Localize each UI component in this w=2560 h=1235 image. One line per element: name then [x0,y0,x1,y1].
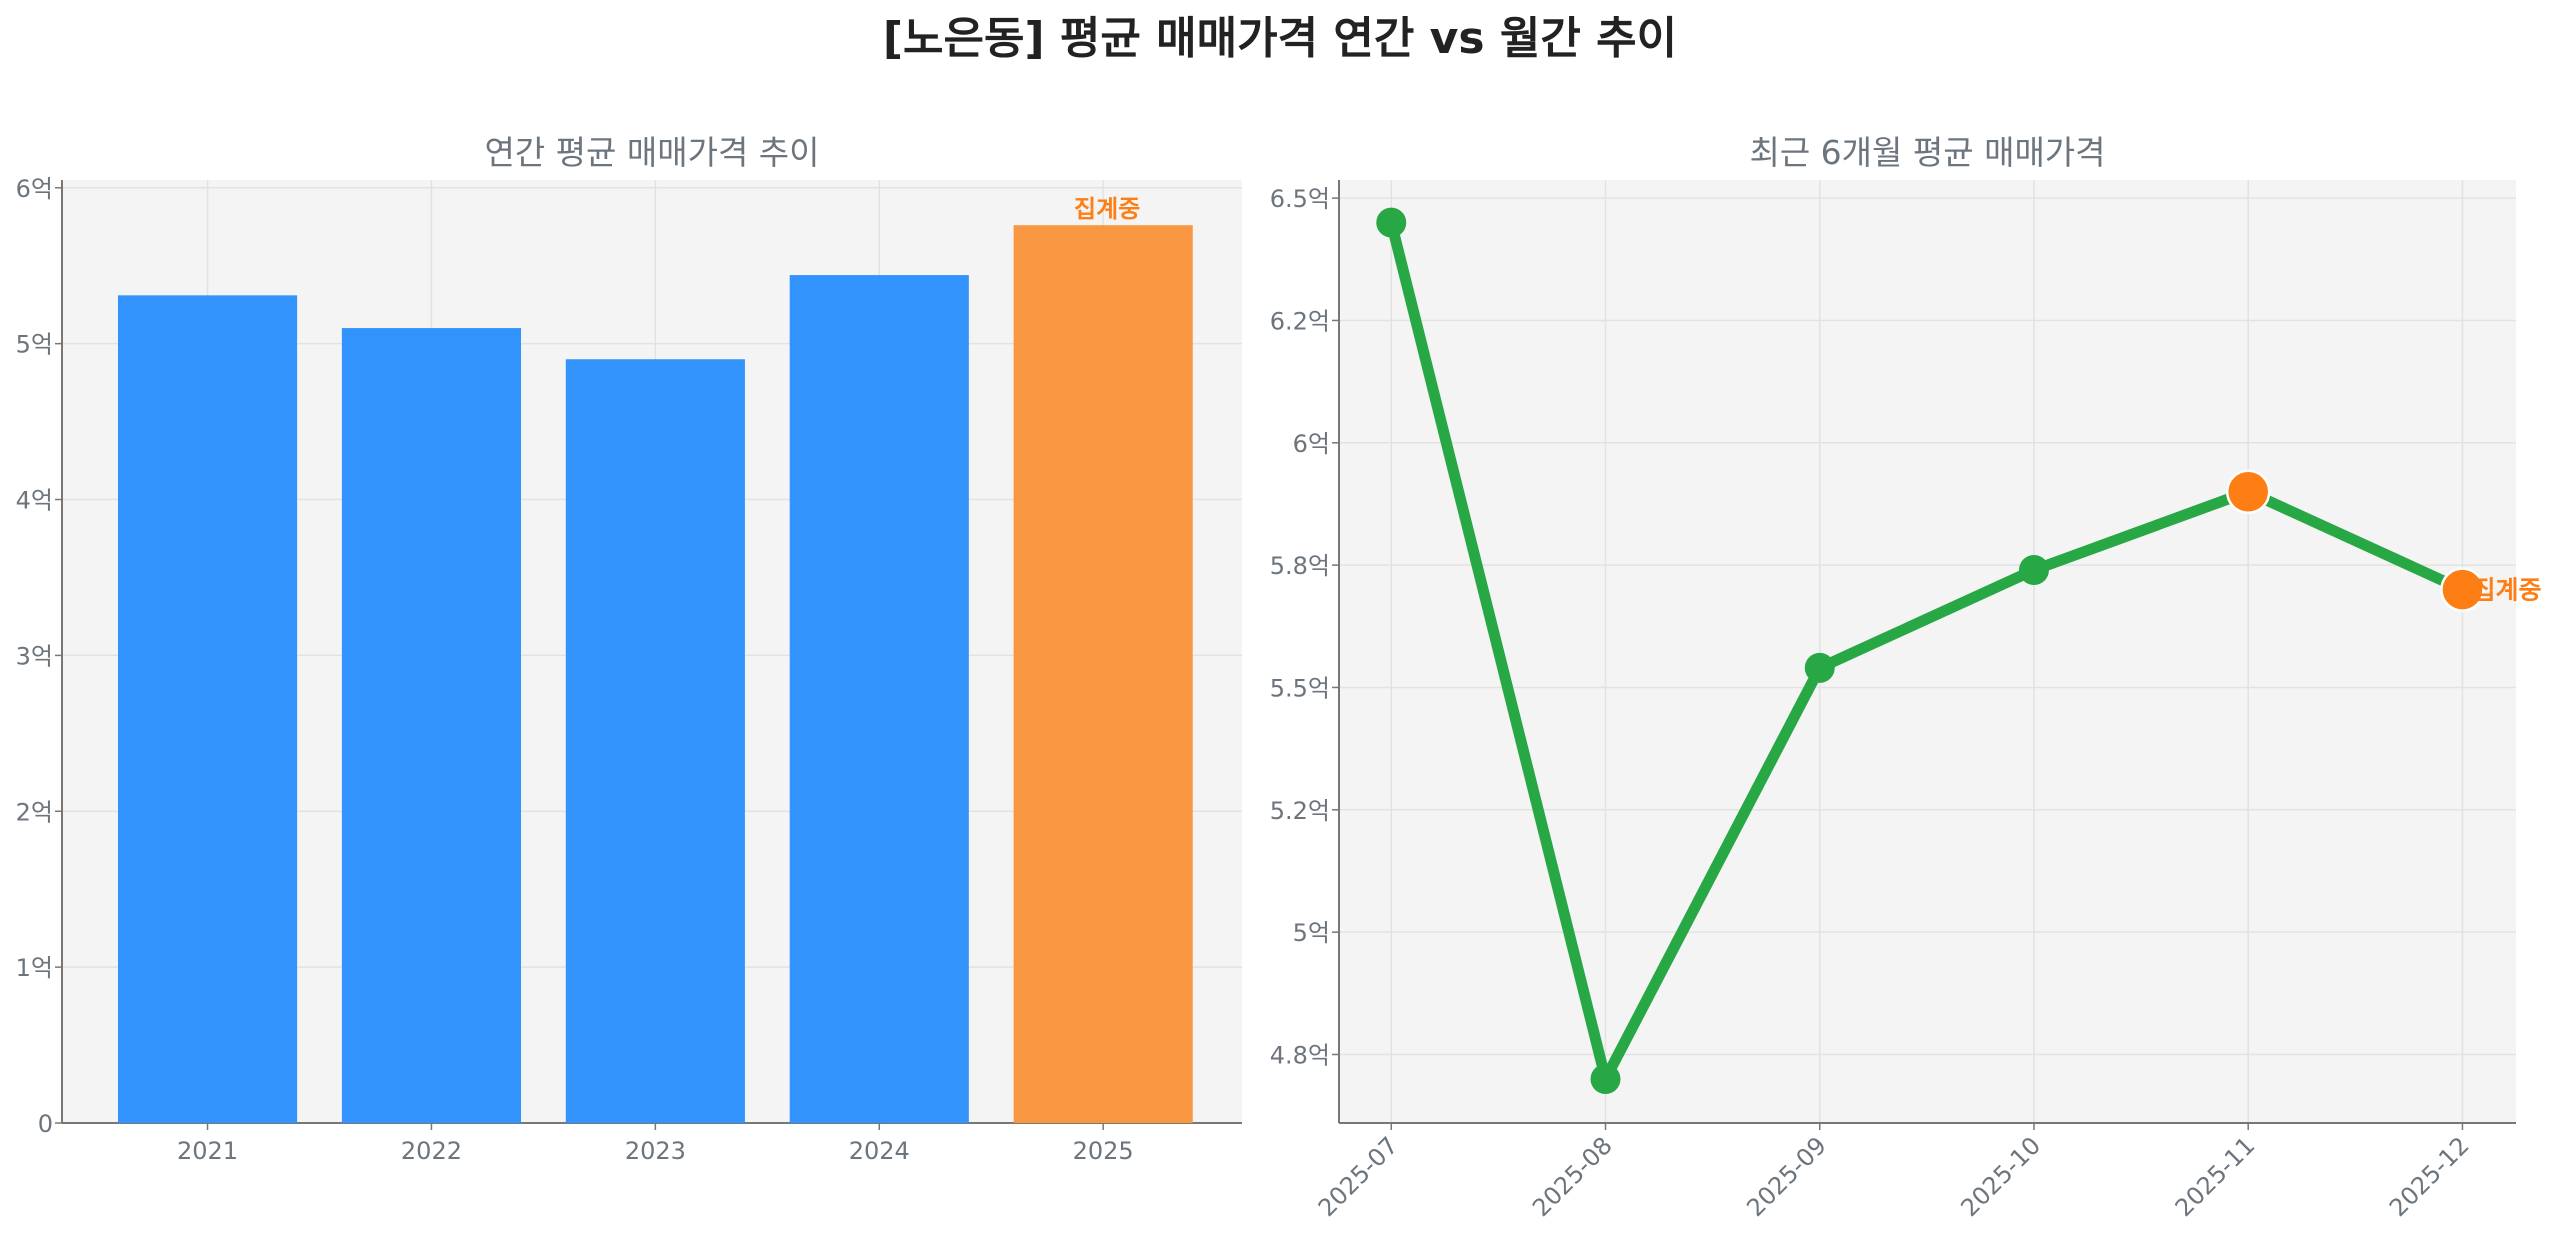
partial-annotation: 집계중 [2472,576,2541,605]
chart-title: 연간 평균 매매가격 추이 [484,133,819,172]
x-tick-label: 2025-10 [1956,1131,2047,1222]
y-tick-label: 5.2억 [1270,797,1330,825]
bar-2022 [341,328,522,1124]
line-chart: 최근 6개월 평균 매매가격 4.8억 5억 5.2억 5.5억 5.8억 6억 6.2억 6.… [1270,133,2542,1222]
x-tick-label: 2025-11 [2170,1131,2261,1222]
point-2025-09 [1804,652,1835,683]
y-tick-label: 4.8억 [1270,1041,1330,1069]
partial-annotation: 집계중 [1074,195,1140,223]
y-tick-label: 1억 [16,954,53,982]
plot-background [1339,180,2516,1123]
bar-2025 [1013,225,1193,1123]
y-tick-label: 6억 [1293,430,1330,458]
bar-chart: 연간 평균 매매가격 추이 0 1억 2억 3억 4억 5억 6억 2021 2022 2023 20… [16,133,1242,1165]
bar-2024 [789,275,969,1123]
y-tick-label: 2억 [16,798,53,826]
bar-2021 [117,295,298,1123]
x-tick-label: 2025-09 [1741,1131,1832,1222]
x-tick-label: 2024 [849,1137,910,1165]
point-partial-2025-12 [2440,567,2485,612]
y-tick-label: 5.8억 [1270,552,1330,580]
x-tick-label: 2022 [401,1137,462,1165]
y-tick-label: 0 [38,1110,53,1138]
point-2025-08 [1590,1063,1621,1094]
bar-2023 [565,359,745,1123]
y-tick-label: 3억 [16,642,53,670]
x-tick-label: 2025-12 [2384,1131,2475,1222]
x-tick-label: 2025 [1073,1137,1134,1165]
y-tick-label: 4억 [16,487,53,515]
series-line [1385,221,2465,1085]
y-tick-label: 5억 [1293,919,1330,947]
point-partial-2025-11 [2225,469,2271,514]
y-tick-label: 5억 [16,331,53,359]
point-2025-07 [1376,207,1407,238]
chart-title: 최근 6개월 평균 매매가격 [1749,133,2105,172]
y-tick-label: 6.2억 [1270,307,1330,335]
x-tick-label: 2021 [177,1137,238,1165]
figure-title: [노은동] 평균 매매가격 연간 vs 월간 추이 [882,13,1678,64]
y-tick-label: 6.5억 [1270,185,1330,213]
point-2025-10 [2018,555,2049,586]
y-tick-label: 5.5억 [1270,674,1330,702]
y-tick-label: 6억 [16,175,53,203]
x-tick-label: 2025-07 [1313,1131,1404,1222]
x-tick-label: 2023 [625,1137,686,1165]
x-tick-label: 2025-08 [1527,1131,1618,1222]
